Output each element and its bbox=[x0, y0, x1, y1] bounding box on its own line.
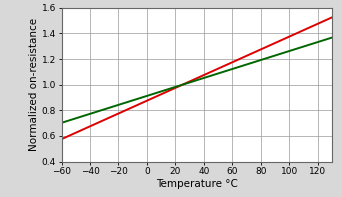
Y-axis label: Normalized on-resistance: Normalized on-resistance bbox=[29, 18, 39, 151]
X-axis label: Temperature °C: Temperature °C bbox=[156, 179, 238, 189]
